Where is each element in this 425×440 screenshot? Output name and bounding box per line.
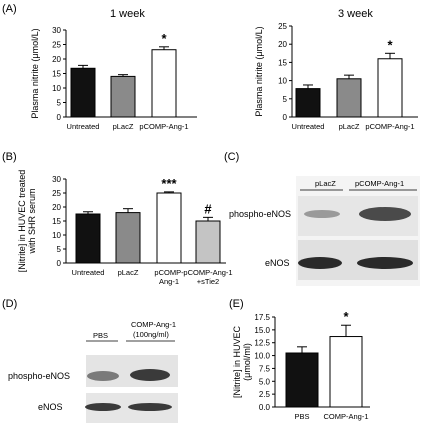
bar [329, 336, 363, 408]
y-tick-label: 17.5 [254, 313, 270, 322]
y-tick-label: 0 [57, 259, 62, 268]
bar [75, 213, 101, 264]
category-label: Untreated [292, 122, 325, 131]
bar [195, 220, 221, 264]
category-label: +sTie2 [197, 277, 219, 286]
y-tick-label: 30 [52, 26, 61, 35]
category-label: pCOMP-Ang-1 [139, 122, 188, 131]
bar [110, 75, 136, 118]
blot-c-col-1: pLacZ [315, 179, 336, 188]
y-tick-label: 30 [52, 175, 61, 184]
y-tick-label: 25 [52, 189, 61, 198]
category-label: Untreated [67, 122, 100, 131]
category-label: pCOMP-Ang-1 [183, 268, 232, 277]
category-label: pLacZ [339, 122, 360, 131]
category-label: pCOMP- [154, 268, 184, 277]
y-tick-label: 15 [52, 217, 61, 226]
y-axis-label: (μmol/ml) [242, 343, 252, 381]
y-tick-label: 20 [52, 55, 61, 64]
blot-d-col-2-line2: (100ng/ml) [133, 330, 169, 339]
y-axis-label: with SHR serum [27, 188, 37, 254]
y-axis-label: [Nitrite] in HUVEC treated [17, 170, 27, 273]
panel-label-a: (A) [2, 3, 17, 15]
y-tick-label: 15 [52, 70, 61, 79]
bar [70, 67, 96, 118]
blot-d-col-1: PBS [93, 331, 108, 340]
panel-label-c: (C) [224, 151, 239, 163]
blot-d-enos-band-2 [128, 403, 172, 411]
y-tick-label: 0.0 [259, 403, 271, 412]
y-axis-label: [Nitrite] in HUVEC [232, 325, 242, 398]
blot-d-phospho-band-2 [130, 369, 170, 381]
bar [285, 352, 319, 408]
blot-c-col-2: pCOMP-Ang-1 [355, 179, 404, 188]
chart-title: 3 week [338, 8, 373, 20]
category-label: pCOMP-Ang-1 [365, 122, 414, 131]
bar [336, 78, 362, 118]
y-tick-label: 10.0 [254, 352, 270, 361]
y-tick-label: 0 [283, 113, 288, 122]
category-label: pLacZ [118, 268, 139, 277]
bar [295, 88, 321, 118]
blot-c: pLacZ pCOMP-Ang-1 phospho-eNOS eNOS [229, 176, 420, 286]
y-tick-label: 5 [57, 245, 62, 254]
chart-title: 1 week [110, 8, 145, 20]
bar [115, 212, 141, 264]
blot-c-phospho-band-2 [359, 207, 411, 221]
chart-b-huvec: 0 5 10 15 20 25 30 [Nitrite] in HUVEC treated wi… [17, 170, 233, 286]
y-tick-label: 5.0 [259, 377, 271, 386]
blot-d-row-2: eNOS [38, 402, 63, 412]
y-axis-label: Plasma nitrite (μmol/L) [254, 26, 264, 116]
y-tick-label: 5 [57, 99, 62, 108]
y-tick-label: 25 [52, 41, 61, 50]
bar [156, 192, 182, 264]
y-axis-label: Plasma nitrite (μmol/L) [30, 28, 40, 118]
blot-c-row-1: phospho-eNOS [229, 209, 291, 219]
blot-d-enos-band-1 [85, 403, 121, 411]
blot-c-row-2: eNOS [265, 258, 290, 268]
y-tick-label: 20 [52, 203, 61, 212]
category-label: PBS [294, 412, 309, 421]
category-label: pLacZ [113, 122, 134, 131]
blot-d-col-2-line1: COMP-Ang-1 [131, 320, 176, 329]
blot-c-enos-band-2 [357, 257, 413, 269]
category-label: Untreated [72, 268, 105, 277]
y-tick-label: 15.0 [254, 326, 270, 335]
panel-label-e: (E) [229, 298, 244, 310]
significance-marker: * [343, 309, 349, 324]
y-tick-label: 0 [57, 113, 62, 122]
blot-c-phospho-band-1 [304, 210, 340, 218]
y-tick-label: 7.5 [259, 364, 271, 373]
y-tick-label: 20 [278, 40, 287, 49]
y-tick-label: 2.5 [259, 390, 271, 399]
chart-e-huvec: 0.0 2.5 5.0 7.5 10.0 12.5 15.0 17.5 [Nitrite] in… [232, 309, 370, 421]
blot-c-enos-band-1 [298, 257, 342, 269]
chart-a-1week: 0 5 10 15 20 25 30 1 week Plasma nitrite (μmol/L… [30, 8, 197, 131]
bar [377, 58, 403, 118]
y-tick-label: 10 [52, 231, 61, 240]
y-tick-label: 15 [278, 58, 287, 67]
blot-d-phospho-band-1 [87, 371, 119, 381]
y-tick-label: 12.5 [254, 339, 270, 348]
y-tick-label: 10 [52, 84, 61, 93]
chart-a-3week: 0 5 10 15 20 25 3 week Plasma nitrite (μmol/L) U… [254, 8, 418, 131]
category-label: Ang-1 [159, 277, 179, 286]
blot-d: PBS COMP-Ang-1 (100ng/ml) phospho-eNOS e… [8, 320, 178, 423]
y-tick-label: 10 [278, 77, 287, 86]
y-tick-label: 5 [283, 95, 288, 104]
significance-marker: * [161, 31, 167, 46]
bar [151, 49, 177, 118]
significance-marker: * [387, 37, 393, 52]
blot-d-row-1: phospho-eNOS [8, 371, 70, 381]
y-tick-label: 25 [278, 22, 287, 31]
category-label: COMP-Ang-1 [323, 412, 368, 421]
panel-label-b: (B) [2, 151, 17, 163]
panel-label-d: (D) [2, 298, 17, 310]
significance-marker: *** [161, 176, 177, 191]
significance-marker: # [204, 201, 212, 216]
